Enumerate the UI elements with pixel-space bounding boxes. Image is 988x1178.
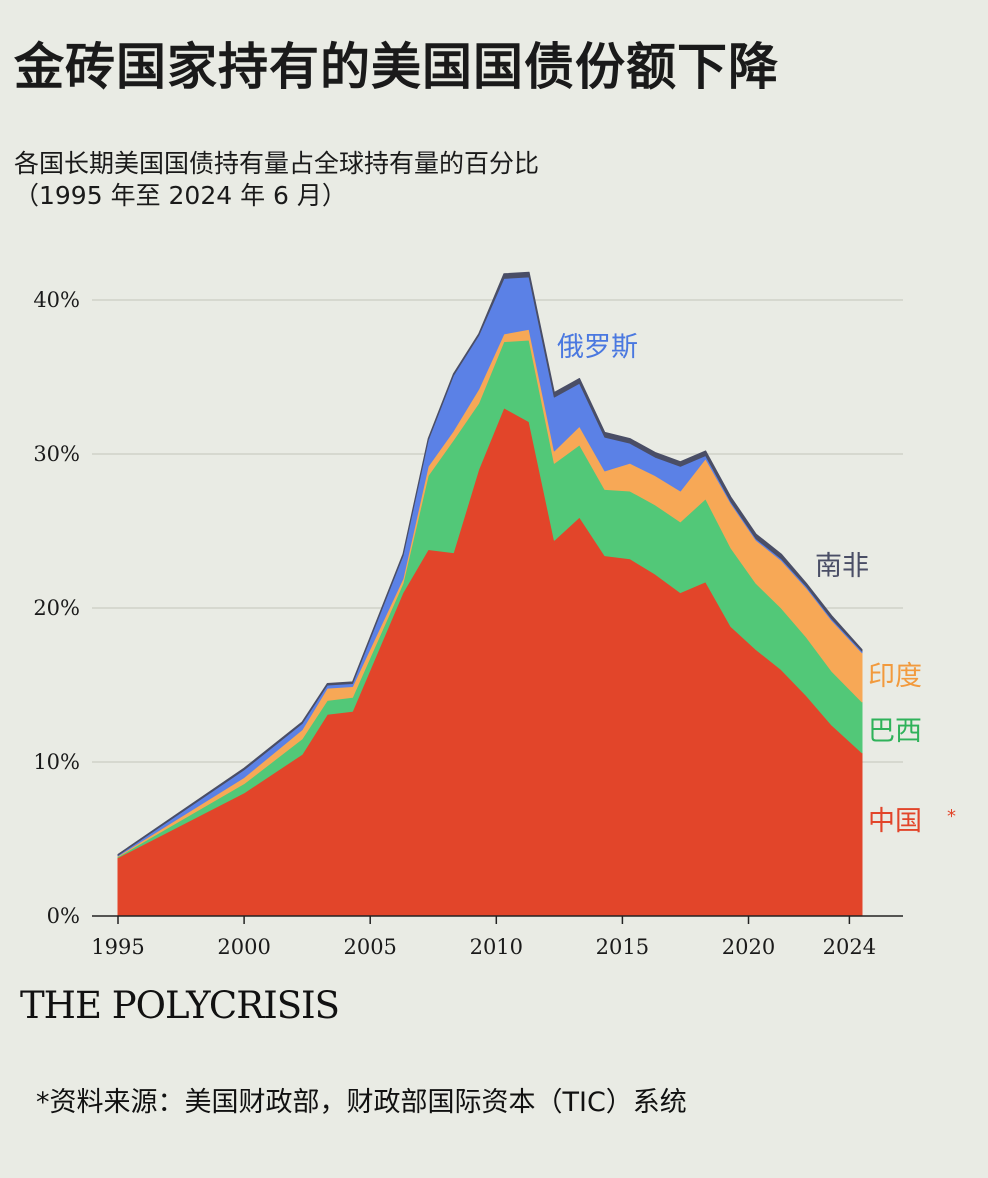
source-note: *资料来源：美国财政部，财政部国际资本（TIC）系统	[36, 1087, 687, 1118]
series-label-1: 巴西	[868, 716, 922, 747]
x-tick-label: 2024	[823, 935, 876, 959]
y-tick-label: 40%	[33, 288, 80, 312]
x-tick-label: 2000	[217, 935, 270, 959]
series-label-3: 俄罗斯	[557, 332, 638, 363]
y-tick-label: 10%	[33, 750, 80, 774]
series-areas	[117, 271, 863, 917]
series-label-2: 印度	[868, 661, 922, 692]
brand-logo: THE POLYCRISIS	[20, 984, 340, 1027]
stacked-area-chart: 0% 10% 20% 30% 40% 1995 2000 2005 2010 2015 2020 2…	[33, 271, 922, 959]
y-tick-label: 0%	[47, 904, 80, 928]
x-tick-label: 2010	[470, 935, 523, 959]
x-tick-label: 2005	[343, 935, 396, 959]
chart-title: 金砖国家持有的美国国债份额下降	[14, 38, 779, 96]
y-axis-ticks: 0% 10% 20% 30% 40%	[33, 288, 80, 928]
x-tick-label: 1995	[91, 935, 144, 959]
y-tick-label: 20%	[33, 596, 80, 620]
x-axis-ticks: 1995 2000 2005 2010 2015 2020 2024	[91, 916, 876, 959]
y-tick-label: 30%	[33, 442, 80, 466]
footnote-mark: *	[947, 806, 956, 827]
x-tick-label: 2020	[722, 935, 775, 959]
series-area-0	[117, 407, 863, 917]
chart-subtitle: 各国长期美国国债持有量占全球持有量的百分比 （1995 年至 2024 年 6 …	[14, 149, 540, 210]
series-label-4: 南非	[815, 551, 869, 582]
series-area-4	[117, 271, 863, 856]
x-tick-label: 2015	[596, 935, 649, 959]
series-label-0: 中国	[868, 806, 922, 837]
